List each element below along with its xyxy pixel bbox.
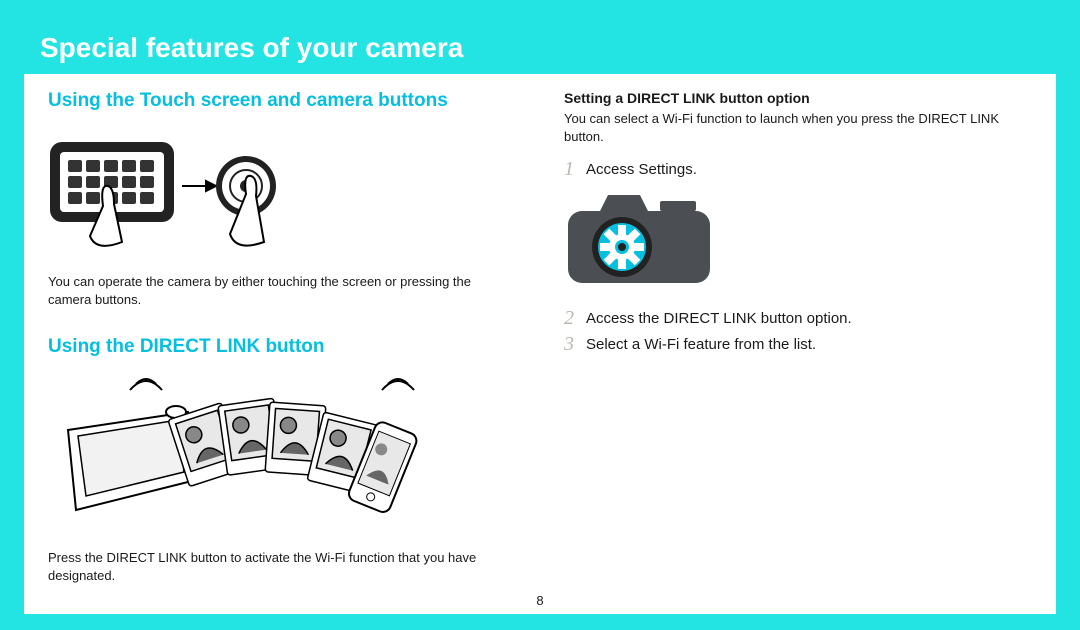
- body-directlink: Press the DIRECT LINK button to activate…: [48, 549, 516, 584]
- directlink-illustration: [48, 370, 516, 535]
- heading-directlink: Using the DIRECT LINK button: [48, 336, 516, 358]
- step-text: Access Settings.: [586, 159, 697, 178]
- step-item-3: 3 Select a Wi-Fi feature from the list.: [564, 334, 1032, 354]
- page-number: 8: [536, 593, 543, 608]
- step-num: 3: [564, 334, 586, 354]
- step-list-cont: 2 Access the DIRECT LINK button option. …: [564, 308, 1032, 354]
- step-text: Select a Wi-Fi feature from the list.: [586, 334, 816, 353]
- camera-settings-illustration: [564, 185, 1032, 292]
- step-text: Access the DIRECT LINK button option.: [586, 308, 852, 327]
- page-title: Special features of your camera: [0, 0, 1080, 74]
- subtext-settingoption: You can select a Wi-Fi function to launc…: [564, 110, 1032, 145]
- step-list: 1 Access Settings.: [564, 159, 1032, 179]
- content-area: Using the Touch screen and camera button…: [24, 74, 1056, 614]
- touchscreen-illustration: [48, 124, 516, 259]
- step-item-1: 1 Access Settings.: [564, 159, 1032, 179]
- left-column: Using the Touch screen and camera button…: [24, 74, 540, 614]
- right-column: Setting a DIRECT LINK button option You …: [540, 74, 1056, 614]
- heading-touchscreen: Using the Touch screen and camera button…: [48, 90, 516, 112]
- subheading-settingoption: Setting a DIRECT LINK button option: [564, 90, 1032, 106]
- step-item-2: 2 Access the DIRECT LINK button option.: [564, 308, 1032, 328]
- step-num: 1: [564, 159, 586, 179]
- step-num: 2: [564, 308, 586, 328]
- body-touchscreen: You can operate the camera by either tou…: [48, 273, 516, 308]
